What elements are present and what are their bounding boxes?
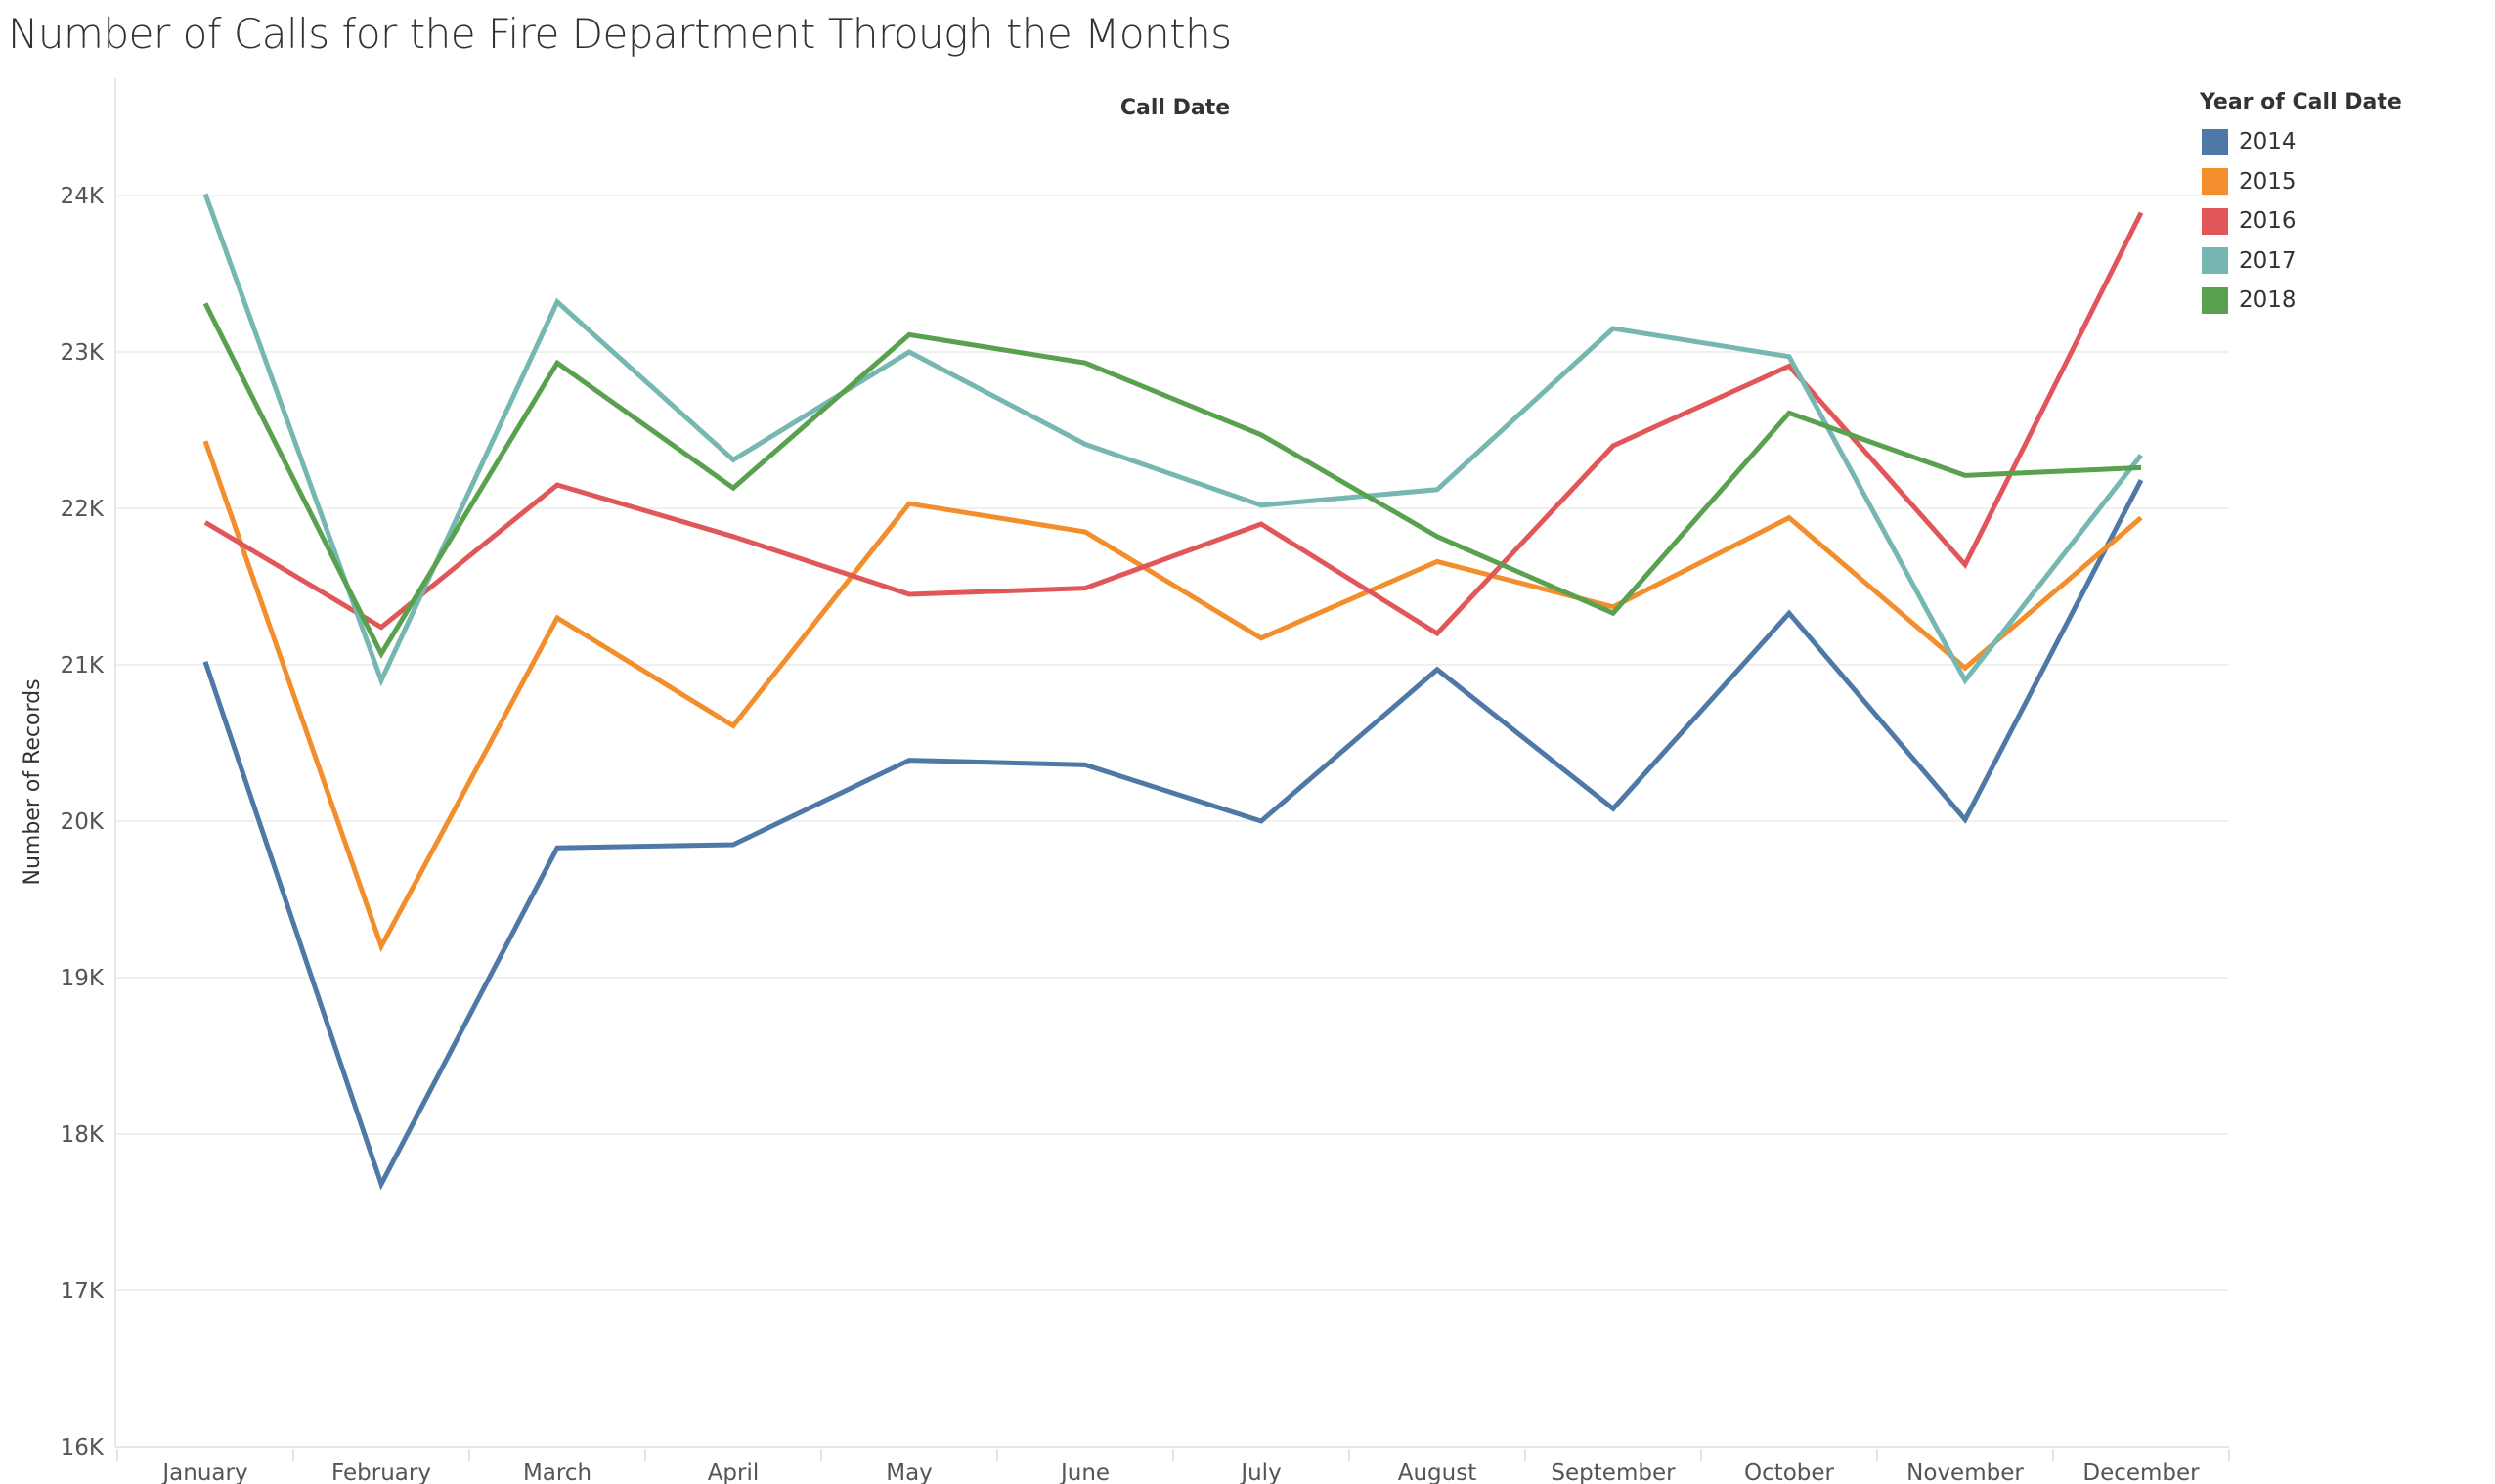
series-line-2014[interactable] xyxy=(202,479,2144,1191)
x-tick-label: December xyxy=(2082,1461,2200,1484)
y-tick-label: 19K xyxy=(61,966,105,991)
y-tick-label: 22K xyxy=(61,497,105,522)
y-tick-label: 18K xyxy=(61,1122,105,1148)
x-tick-label: July xyxy=(1239,1461,1281,1484)
legend-label: 2014 xyxy=(2239,129,2297,155)
legend-label: 2018 xyxy=(2239,287,2297,314)
y-tick-label: 23K xyxy=(61,340,105,366)
x-tick-label: June xyxy=(1059,1461,1110,1484)
series-lines xyxy=(202,193,2144,1191)
gridlines xyxy=(115,195,2229,1448)
y-axis-title: Number of Records xyxy=(21,678,45,885)
x-tick-label: November xyxy=(1906,1461,2024,1484)
series-line-2017[interactable] xyxy=(202,193,2143,687)
legend-item-2018[interactable]: 2018 xyxy=(2200,281,2402,321)
series-line-2018[interactable] xyxy=(202,302,2142,659)
legend-swatch xyxy=(2202,168,2228,196)
x-axis-title: Call Date xyxy=(1120,96,1230,120)
x-tick-label: January xyxy=(160,1461,247,1484)
legend: Year of Call Date 2014 2015 2016 2017 2018 xyxy=(2200,90,2402,321)
legend-swatch xyxy=(2202,286,2228,314)
y-tick-label: 20K xyxy=(61,809,105,835)
x-tick-label: February xyxy=(331,1461,431,1484)
legend-label: 2017 xyxy=(2239,247,2297,274)
y-tick-label: 21K xyxy=(61,653,105,678)
x-tick-label: May xyxy=(886,1461,933,1484)
y-tick-label: 24K xyxy=(61,184,105,209)
chart-title: Number of Calls for the Fire Department … xyxy=(8,10,1232,58)
series-line-2015[interactable] xyxy=(202,440,2143,953)
legend-item-2016[interactable]: 2016 xyxy=(2200,201,2402,241)
legend-swatch xyxy=(2202,128,2228,155)
x-tick-label: August xyxy=(1398,1461,1477,1484)
x-tick-label: April xyxy=(708,1461,760,1484)
legend-label: 2016 xyxy=(2239,208,2297,235)
x-tick-label: October xyxy=(1744,1461,1835,1484)
legend-label: 2015 xyxy=(2239,168,2297,195)
x-tick-label: September xyxy=(1551,1461,1676,1484)
y-tick-label: 16K xyxy=(61,1435,105,1461)
legend-swatch xyxy=(2202,247,2228,275)
legend-item-2017[interactable]: 2017 xyxy=(2200,241,2402,282)
y-tick-label: 17K xyxy=(61,1279,105,1304)
axes: 16K 17K 18K 19K 20K 21K 22K 23K 24K January Februa… xyxy=(61,78,2230,1484)
legend-title: Year of Call Date xyxy=(2200,90,2402,114)
legend-item-2015[interactable]: 2015 xyxy=(2200,162,2402,202)
series-line-2016[interactable] xyxy=(203,211,2144,637)
legend-swatch xyxy=(2202,207,2228,235)
legend-items: 2014 2015 2016 2017 2018 xyxy=(2200,122,2402,321)
x-tick-label: March xyxy=(523,1461,591,1484)
legend-item-2014[interactable]: 2014 xyxy=(2200,122,2402,162)
